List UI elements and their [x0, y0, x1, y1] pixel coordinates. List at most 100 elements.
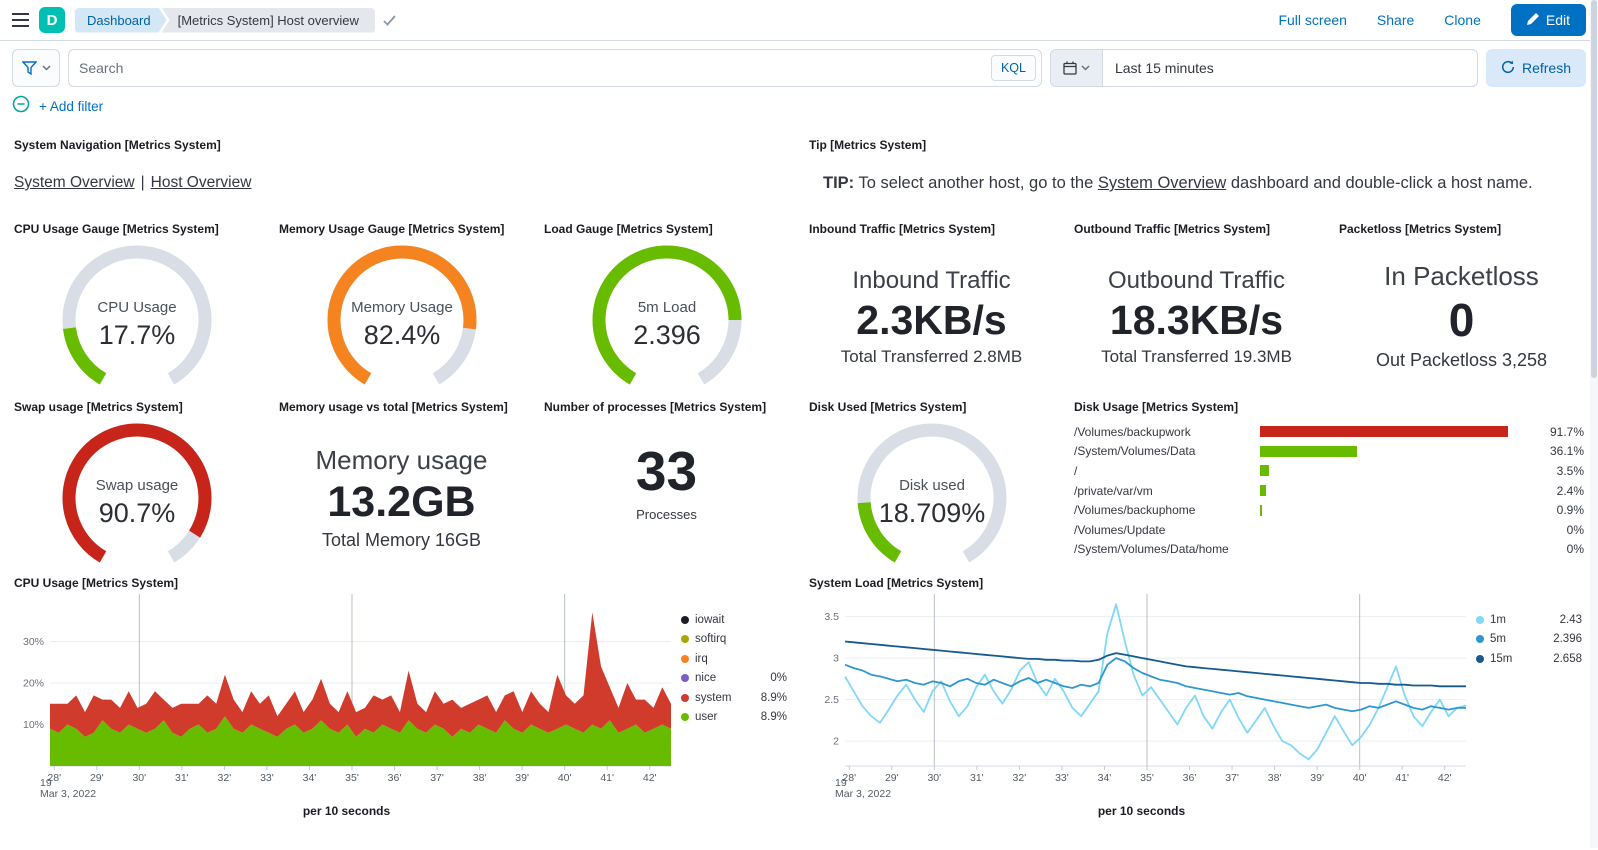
- legend-series-label: 15m: [1490, 652, 1513, 665]
- svg-text:40': 40': [558, 772, 572, 784]
- tip-system-overview-link[interactable]: System Overview: [1097, 174, 1227, 192]
- disk-usage-row: /Volumes/backuphome 0.9%: [1074, 500, 1584, 520]
- disk-percent-value: 91.7%: [1549, 424, 1584, 439]
- full-screen-link[interactable]: Full screen: [1278, 12, 1347, 28]
- panel-title: Memory usage vs total [Metrics System]: [279, 400, 508, 414]
- panel-title: CPU Usage Gauge [Metrics System]: [14, 222, 219, 236]
- saved-query-menu-button[interactable]: [12, 49, 60, 87]
- legend-series-dot: [681, 635, 689, 644]
- legend-item[interactable]: 1m 2.43: [1476, 610, 1582, 630]
- date-picker-menu-button[interactable]: [1050, 50, 1103, 86]
- vertical-scrollbar[interactable]: [1590, 0, 1598, 848]
- svg-text:31': 31': [175, 772, 189, 784]
- clone-link[interactable]: Clone: [1444, 12, 1481, 28]
- legend-series-dot: [1476, 654, 1484, 663]
- svg-text:28': 28': [47, 772, 61, 784]
- menu-icon[interactable]: [12, 13, 29, 27]
- legend-item[interactable]: irq: [681, 649, 787, 669]
- disk-percent-value: 0%: [1566, 522, 1584, 537]
- svg-text:37': 37': [1225, 772, 1239, 784]
- refresh-icon: [1501, 60, 1515, 77]
- svg-text:2.396: 2.396: [633, 320, 701, 350]
- tip-pre: To select another host, go to the: [854, 174, 1098, 192]
- breadcrumb: Dashboard [Metrics System] Host overview: [75, 7, 396, 33]
- svg-text:38': 38': [473, 772, 487, 784]
- svg-text:38': 38': [1268, 772, 1282, 784]
- svg-text:Memory Usage: Memory Usage: [351, 299, 453, 316]
- scrollbar-thumb[interactable]: [1591, 0, 1597, 378]
- search-field: KQL: [68, 49, 1042, 87]
- system-load-line-chart[interactable]: 2 2.5 3 3.5 28' 29' 30' 31' 32' 33' 34' 35' 36' 37' 38…: [809, 590, 1474, 802]
- refresh-button[interactable]: Refresh: [1485, 49, 1586, 87]
- svg-text:29': 29': [90, 772, 104, 784]
- filter-icon[interactable]: [12, 95, 30, 118]
- svg-text:41': 41': [600, 772, 614, 784]
- svg-text:35': 35': [1140, 772, 1154, 784]
- host-overview-link[interactable]: Host Overview: [150, 174, 252, 191]
- legend-item[interactable]: user 8.9%: [681, 708, 787, 728]
- panel-title: System Load [Metrics System]: [809, 576, 984, 590]
- outbound-traffic-metric: Outbound Traffic 18.3KB/s Total Transfer…: [1074, 236, 1319, 367]
- load-gauge: 5m Load 2.396: [544, 238, 789, 396]
- legend-item[interactable]: nice 0%: [681, 669, 787, 689]
- panel-system-load-chart: System Load [Metrics System] 2 2.5 3 3.5 28'…: [799, 568, 1594, 850]
- x-axis-label: per 10 seconds: [302, 804, 391, 818]
- saved-check-icon: [383, 14, 396, 26]
- legend-series-label: iowait: [695, 613, 725, 626]
- disk-bar: [1260, 485, 1267, 497]
- add-filter-link[interactable]: + Add filter: [39, 99, 104, 114]
- legend-item[interactable]: 15m 2.658: [1476, 649, 1582, 669]
- legend-series-value: 8.9%: [760, 691, 787, 704]
- breadcrumb-current-page[interactable]: [Metrics System] Host overview: [161, 7, 375, 33]
- disk-usage-row: /Volumes/backupwork 91.7%: [1074, 422, 1584, 442]
- edit-button[interactable]: Edit: [1510, 4, 1586, 36]
- panel-packetloss: Packetloss [Metrics System] In Packetlos…: [1329, 214, 1594, 392]
- disk-usage-row: / 3.5%: [1074, 461, 1584, 481]
- legend-series-dot: [681, 693, 689, 702]
- share-link[interactable]: Share: [1376, 12, 1415, 28]
- svg-text:5m Load: 5m Load: [637, 299, 695, 316]
- time-range-display[interactable]: Last 15 minutes: [1114, 60, 1214, 76]
- svg-text:29': 29': [885, 772, 899, 784]
- legend-series-value: 2.396: [1553, 633, 1582, 646]
- svg-text:2: 2: [833, 736, 839, 748]
- legend-series-label: user: [695, 711, 718, 724]
- panel-title: CPU Usage [Metrics System]: [14, 576, 179, 590]
- panel-title: Outbound Traffic [Metrics System]: [1074, 222, 1271, 236]
- svg-text:90.7%: 90.7%: [98, 498, 175, 528]
- processes-value: 33: [635, 440, 698, 502]
- legend-item[interactable]: softirq: [681, 630, 787, 650]
- breadcrumb-dashboard[interactable]: Dashboard: [75, 8, 167, 33]
- packetloss-metric: In Packetloss 0 Out Packetloss 3,258: [1339, 236, 1584, 371]
- panel-load-gauge: Load Gauge [Metrics System] 5m Load 2.396: [534, 214, 799, 392]
- panel-title: Swap usage [Metrics System]: [14, 400, 183, 414]
- legend-item[interactable]: system 8.9%: [681, 688, 787, 708]
- cpu-usage-area-chart[interactable]: 10% 20% 30% 28' 29' 30' 31' 32' 33' 34' 35' 36' 37' 3…: [14, 590, 679, 802]
- system-overview-link[interactable]: System Overview: [14, 174, 135, 191]
- svg-text:37': 37': [430, 772, 444, 784]
- kql-button[interactable]: KQL: [990, 55, 1036, 81]
- svg-text:18.709%: 18.709%: [878, 498, 985, 528]
- app-logo[interactable]: D: [39, 7, 65, 33]
- legend-series-dot: [1476, 635, 1484, 644]
- panel-inbound-traffic: Inbound Traffic [Metrics System] Inbound…: [799, 214, 1064, 392]
- metric-value: 18.3KB/s: [1109, 297, 1284, 343]
- legend-item[interactable]: 5m 2.396: [1476, 630, 1582, 650]
- disk-percent-value: 0.9%: [1556, 503, 1584, 518]
- legend-series-dot: [1476, 615, 1484, 624]
- disk-bar-track: [1260, 445, 1530, 457]
- legend-item[interactable]: iowait: [681, 610, 787, 630]
- disk-usage-row: /Volumes/Update 0%: [1074, 520, 1584, 540]
- disk-percent-value: 2.4%: [1556, 483, 1584, 498]
- disk-bar: [1260, 445, 1358, 457]
- svg-text:31': 31': [970, 772, 984, 784]
- panel-title: Inbound Traffic [Metrics System]: [809, 222, 996, 236]
- metric-heading: Inbound Traffic: [852, 267, 1011, 294]
- svg-text:30': 30': [132, 772, 146, 784]
- disk-percent-value: 36.1%: [1549, 444, 1584, 459]
- legend-series-dot: [681, 713, 689, 722]
- svg-text:36': 36': [388, 772, 402, 784]
- svg-text:82.4%: 82.4%: [363, 320, 440, 350]
- legend-series-value: 0%: [770, 672, 787, 685]
- search-input[interactable]: [79, 60, 991, 76]
